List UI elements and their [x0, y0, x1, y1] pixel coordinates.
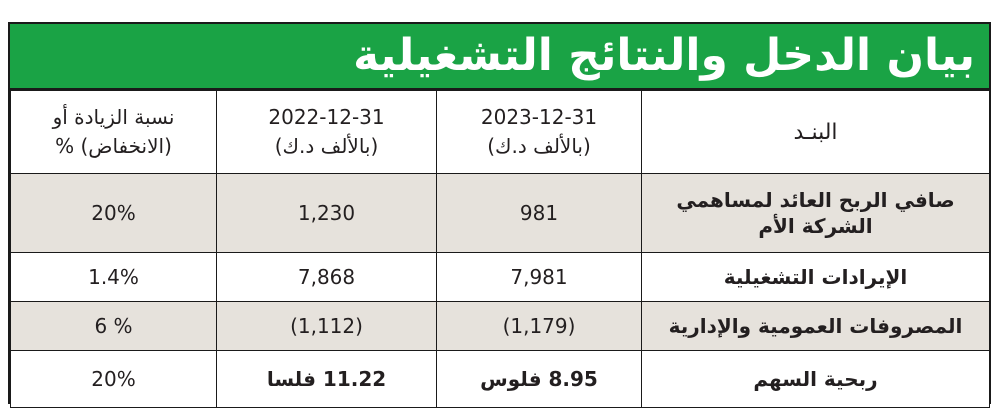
- header-2022: 2022-12-31 (بالألف د.ك): [216, 90, 437, 174]
- cell-change: 20%: [10, 350, 217, 408]
- table-row: ربحية السهم 8.95 فلوس 11.22 فلسا 20%: [10, 350, 990, 408]
- table-title: بيان الدخل والنتائج التشغيلية: [353, 30, 975, 81]
- cell-2023: 981: [436, 173, 642, 253]
- cell-2022: 1,230: [216, 173, 437, 253]
- cell-2022: (1,112): [216, 301, 437, 351]
- cell-change: 6 %: [10, 301, 217, 351]
- header-change: نسبة الزيادة أو (الانخفاض) %: [10, 90, 217, 174]
- row-item-label: المصروفات العمومية والإدارية: [641, 301, 990, 351]
- table-header-row: البنـد 2023-12-31 (بالألف د.ك) 2022-12-3…: [10, 90, 990, 174]
- table-row: المصروفات العمومية والإدارية (1,179) (1,…: [10, 301, 990, 351]
- table-row: الإيرادات التشغيلية 7,981 7,868 1.4%: [10, 252, 990, 302]
- income-statement-table-frame: بيان الدخل والنتائج التشغيلية البنـد 202…: [8, 22, 991, 408]
- cell-2023: 7,981: [436, 252, 642, 302]
- row-item-label: الإيرادات التشغيلية: [641, 252, 990, 302]
- cell-2023: 8.95 فلوس: [436, 350, 642, 408]
- cell-2022: 11.22 فلسا: [216, 350, 437, 408]
- cell-2022: 7,868: [216, 252, 437, 302]
- row-item-label: صافي الربح العائد لمساهمي الشركة الأم: [641, 173, 990, 253]
- cell-change: 1.4%: [10, 252, 217, 302]
- cell-change: 20%: [10, 173, 217, 253]
- table-row: صافي الربح العائد لمساهمي الشركة الأم 98…: [10, 173, 990, 253]
- header-2023: 2023-12-31 (بالألف د.ك): [436, 90, 642, 174]
- title-banner: بيان الدخل والنتائج التشغيلية: [10, 24, 989, 90]
- cell-2023: (1,179): [436, 301, 642, 351]
- income-statement-table: البنـد 2023-12-31 (بالألف د.ك) 2022-12-3…: [10, 90, 990, 408]
- row-item-label: ربحية السهم: [641, 350, 990, 408]
- header-item: البنـد: [641, 90, 990, 174]
